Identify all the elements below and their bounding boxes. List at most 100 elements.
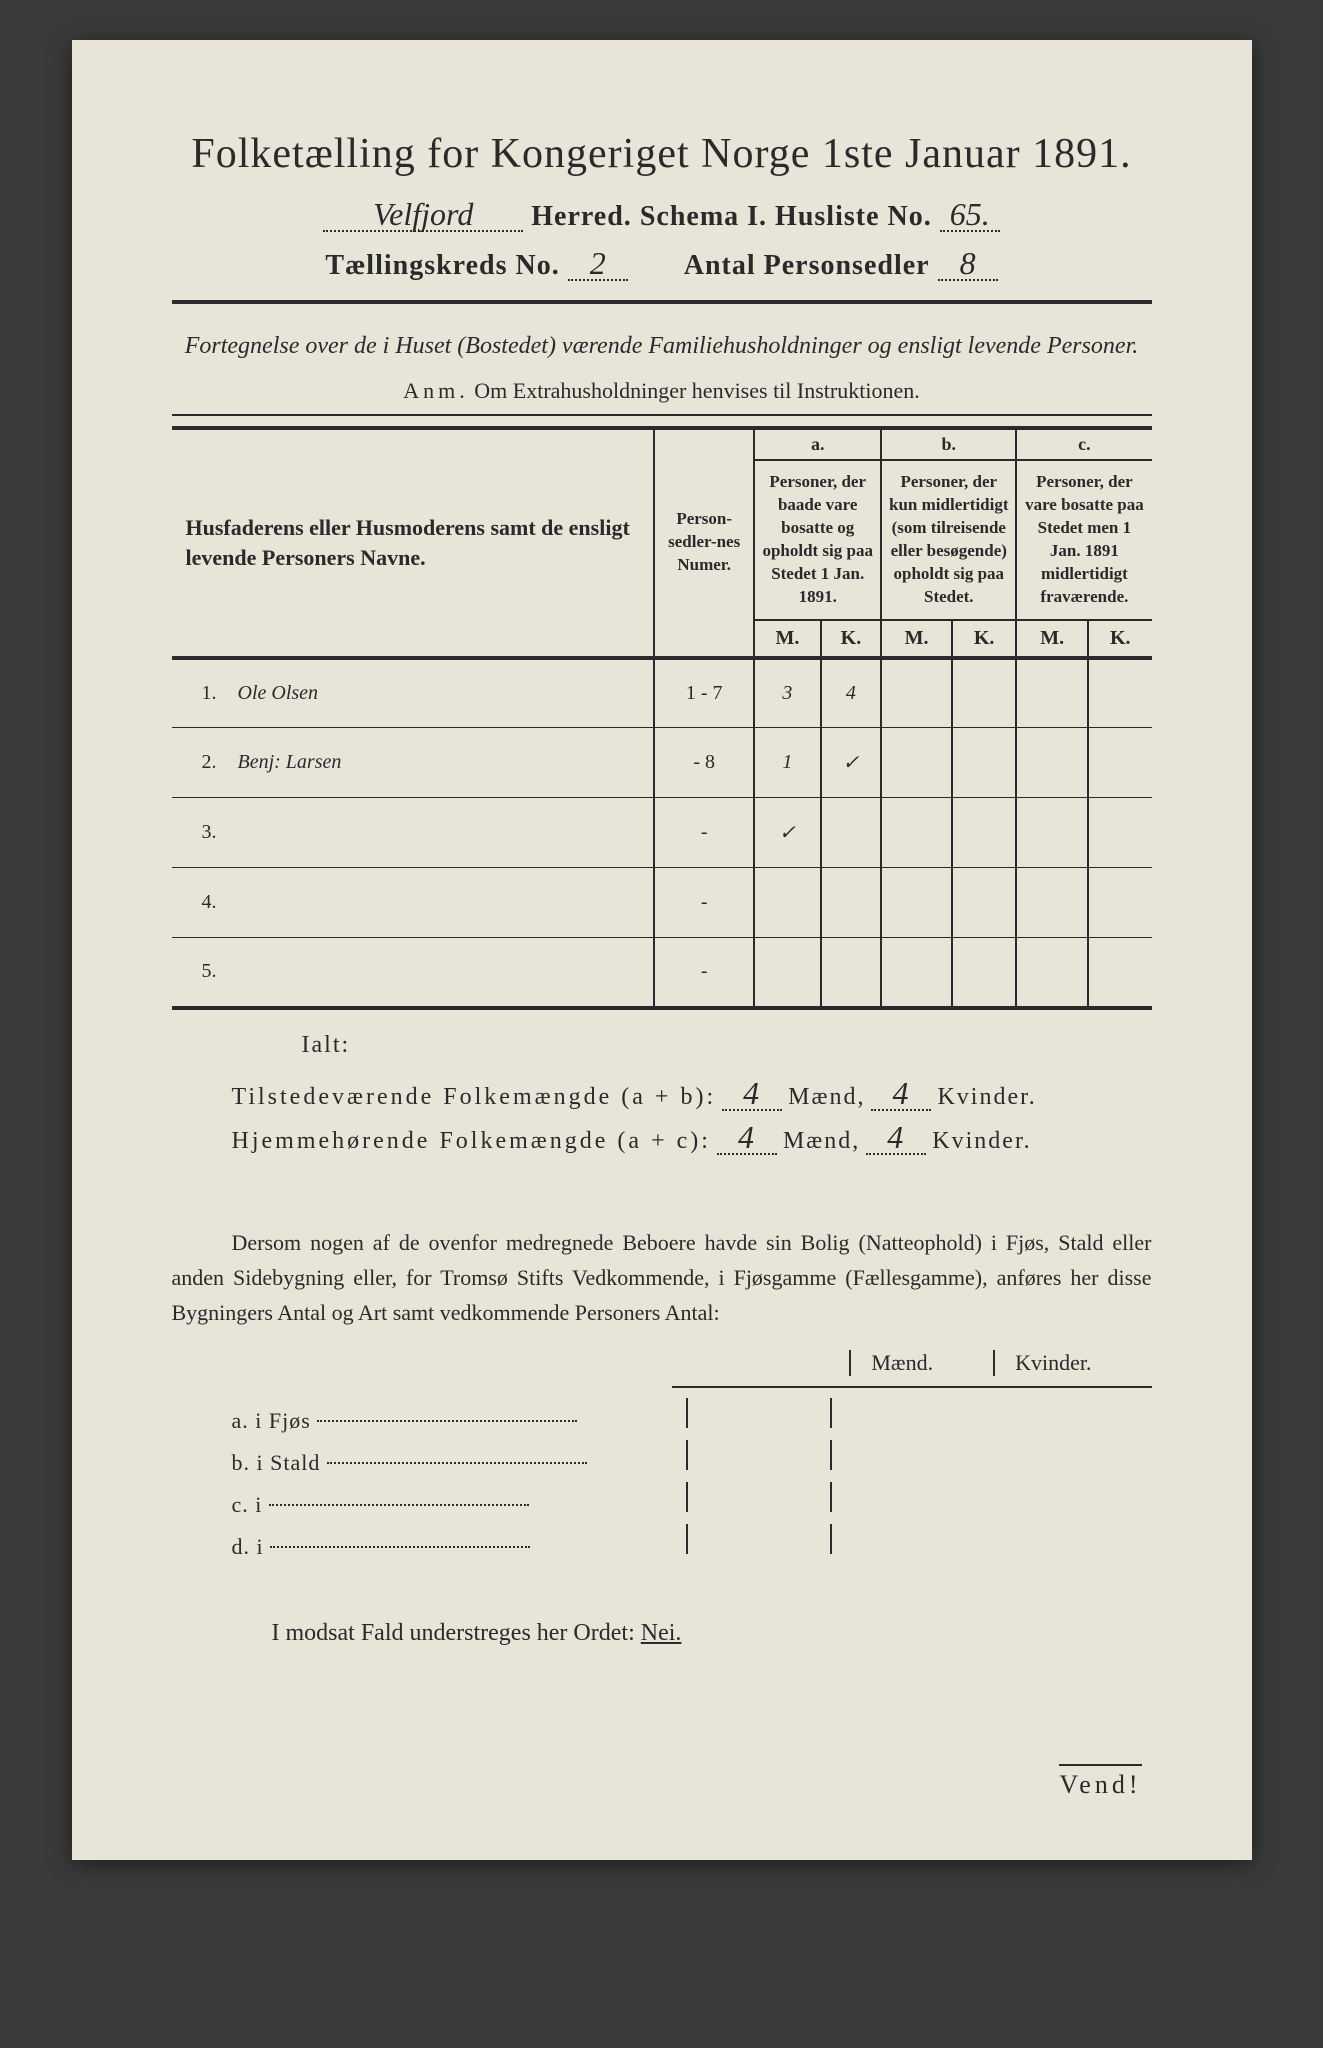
row-number: 3. <box>172 798 232 868</box>
col-numer-header: Person-sedler-nes Numer. <box>654 428 754 658</box>
building-row: a. i Fjøs <box>232 1398 1152 1434</box>
col-a-label: a. <box>754 428 881 460</box>
col-b-k: K. <box>952 620 1016 658</box>
building-lead: c. i <box>232 1492 672 1518</box>
ialt-label: Ialt: <box>302 1032 1152 1059</box>
personsedler-numer: 1 - 7 <box>654 658 754 728</box>
buildings-paragraph: Dersom nogen af de ovenfor medregnede Be… <box>172 1225 1152 1331</box>
anm-label: Anm. <box>403 378 469 403</box>
summary2-label: Hjemmehørende Folkemængde (a + c): <box>232 1128 711 1155</box>
divider <box>172 300 1152 304</box>
header-line-1: Velfjord Herred. Schema I. Husliste No. … <box>172 198 1152 233</box>
cell-b-m <box>881 798 952 868</box>
husliste-label: Husliste No. <box>775 201 932 233</box>
cell-b-k <box>952 798 1016 868</box>
col-a-desc: Personer, der baade vare bosatte og opho… <box>754 460 881 620</box>
col-c-desc: Personer, der vare bosatte paa Stedet me… <box>1016 460 1151 620</box>
cell-b-k <box>952 868 1016 938</box>
person-name <box>232 938 655 1008</box>
building-k-col <box>830 1524 960 1554</box>
maend-label: Mænd, <box>783 1128 860 1155</box>
col-a-k: K. <box>821 620 882 658</box>
cell-a-m: 3 <box>754 658 820 728</box>
buildings-list: a. i Fjøs b. i Stald c. i d. i <box>232 1398 1152 1560</box>
cell-a-k <box>821 868 882 938</box>
cell-c-k <box>1088 798 1152 868</box>
cell-b-m <box>881 938 952 1008</box>
table-row: 1.Ole Olsen1 - 734 <box>172 658 1152 728</box>
col-c-m: M. <box>1016 620 1088 658</box>
personsedler-numer: - <box>654 938 754 1008</box>
cell-c-m <box>1016 938 1088 1008</box>
herred-label: Herred. <box>531 201 632 233</box>
summary1-m: 4 <box>722 1077 782 1111</box>
table-row: 4. - <box>172 868 1152 938</box>
personsedler-numer: - 8 <box>654 728 754 798</box>
building-lead: a. i Fjøs <box>232 1408 672 1434</box>
col-b-m: M. <box>881 620 952 658</box>
building-row: c. i <box>232 1482 1152 1518</box>
summary-line-2: Hjemmehørende Folkemængde (a + c): 4 Mæn… <box>232 1121 1152 1155</box>
maend-label: Mænd, <box>788 1084 865 1111</box>
cell-b-k <box>952 728 1016 798</box>
cell-b-m <box>881 728 952 798</box>
anm-note: Anm. Om Extrahusholdninger henvises til … <box>172 378 1152 404</box>
cell-a-k: 4 <box>821 658 882 728</box>
building-m-col <box>686 1482 816 1512</box>
kreds-label: Tællingskreds No. <box>325 250 559 282</box>
person-name: Ole Olsen <box>232 658 655 728</box>
summary-line-1: Tilstedeværende Folkemængde (a + b): 4 M… <box>232 1077 1152 1111</box>
summary2-m: 4 <box>717 1121 777 1155</box>
antal-value: 8 <box>938 247 998 281</box>
col-b-desc: Personer, der kun midlertidigt (som tilr… <box>881 460 1016 620</box>
cell-c-m <box>1016 728 1088 798</box>
building-lead: d. i <box>232 1534 672 1560</box>
person-name <box>232 868 655 938</box>
building-lead: b. i Stald <box>232 1450 672 1476</box>
nei-line: I modsat Fald understreges her Ordet: Ne… <box>272 1620 1152 1647</box>
cell-a-m <box>754 868 820 938</box>
col-c-k: K. <box>1088 620 1152 658</box>
personsedler-numer: - <box>654 868 754 938</box>
cell-a-k <box>821 938 882 1008</box>
maend-col-label: Mænd. <box>849 1350 933 1376</box>
col-names-header: Husfaderens eller Husmoderens samt de en… <box>172 428 655 658</box>
cell-a-k <box>821 798 882 868</box>
person-name: Benj: Larsen <box>232 728 655 798</box>
building-m-col <box>686 1440 816 1470</box>
cell-c-m <box>1016 658 1088 728</box>
kreds-value: 2 <box>568 247 628 281</box>
header-line-2: Tællingskreds No. 2 Antal Personsedler 8 <box>172 247 1152 282</box>
subtitle: Fortegnelse over de i Huset (Bostedet) v… <box>172 328 1152 364</box>
building-row: b. i Stald <box>232 1440 1152 1476</box>
col-b-label: b. <box>881 428 1016 460</box>
divider <box>172 414 1152 416</box>
row-number: 2. <box>172 728 232 798</box>
kvinder-col-label: Kvinder. <box>993 1350 1091 1376</box>
personsedler-numer: - <box>654 798 754 868</box>
person-name <box>232 798 655 868</box>
row-number: 4. <box>172 868 232 938</box>
cell-a-m <box>754 938 820 1008</box>
row-number: 5. <box>172 938 232 1008</box>
husliste-value: 65. <box>940 198 1000 232</box>
cell-c-m <box>1016 868 1088 938</box>
nei-word: Nei. <box>641 1620 682 1646</box>
row-number: 1. <box>172 658 232 728</box>
cell-c-k <box>1088 658 1152 728</box>
building-k-col <box>830 1482 960 1512</box>
cell-b-k <box>952 658 1016 728</box>
table-row: 3. -✓ <box>172 798 1152 868</box>
building-k-col <box>830 1440 960 1470</box>
cell-a-m: ✓ <box>754 798 820 868</box>
census-form-page: Folketælling for Kongeriget Norge 1ste J… <box>72 40 1252 1860</box>
summary1-k: 4 <box>871 1077 931 1111</box>
cell-c-m <box>1016 798 1088 868</box>
cell-c-k <box>1088 938 1152 1008</box>
antal-label: Antal Personsedler <box>684 250 930 282</box>
summary2-k: 4 <box>866 1121 926 1155</box>
cell-c-k <box>1088 868 1152 938</box>
cell-b-m <box>881 868 952 938</box>
col-a-m: M. <box>754 620 820 658</box>
building-k-col <box>830 1398 960 1428</box>
